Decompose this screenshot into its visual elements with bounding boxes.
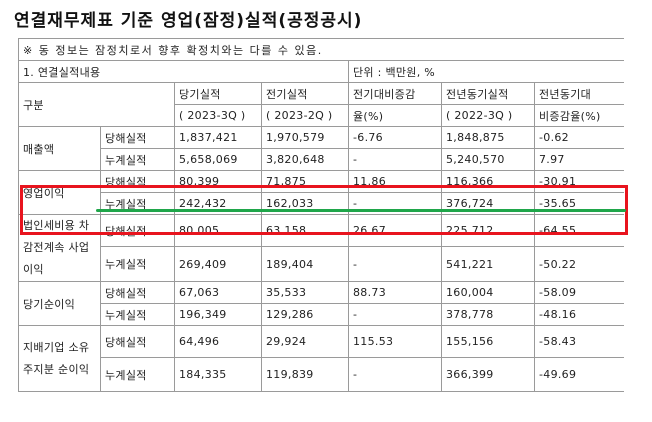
current-value: 1,837,421 [174,126,262,149]
sub-label-period: 당해실적 [100,170,175,193]
previous-value: 119,839 [261,357,349,392]
previous-value: 1,970,579 [261,126,349,149]
current-value: 242,432 [174,192,262,215]
qoq-value: - [348,303,442,326]
table-row: 지배기업 소유주지분 순이익 당해실적 64,496 29,924 115.53… [18,325,624,392]
qoq-value: 115.53 [348,325,442,358]
qoq-value: -6.76 [348,126,442,149]
yoy-value: -50.22 [533,246,624,282]
yoy-value: -35.65 [533,192,624,215]
table-row: 누계실적 196,349 129,286 - 378,778 -48.16 [19,303,624,326]
header-previous: 전기실적 [261,82,349,105]
header-prev-year-period: ( 2022-3Q ) [441,104,535,127]
table-row: 영업이익 당해실적 80,399 71,875 11.86 116,366 -3… [18,170,624,215]
header-prev-year: 전년동기실적 [441,82,535,105]
prev-year-value: 160,004 [441,281,535,304]
row-category: 당기순이익 [18,281,101,326]
qoq-value: 26.67 [348,213,442,248]
header-row-1: 구분 당기실적 전기실적 전기대비증감 전년동기실적 전년동기대 [18,82,624,127]
yoy-value: -30.91 [533,170,624,193]
yoy-value: -0.62 [533,126,624,149]
table-row: 누계실적 269,409 189,404 - 541,221 -50.22 [19,246,624,282]
table-row: 법인세비용 차감전계속 사업이익 당해실적 80,005 63,158 26.6… [18,213,624,282]
row-category: 영업이익 [18,170,101,215]
current-value: 64,496 [174,325,262,358]
current-value: 196,349 [174,303,262,326]
header-current: 당기실적 [174,82,262,105]
previous-value: 29,924 [261,325,349,358]
prev-year-value: 366,399 [441,357,535,392]
sub-label-cumulative: 누계실적 [100,192,175,215]
section-label: 1. 연결실적내용 [18,60,349,83]
section-row: 1. 연결실적내용 단위 : 백만원, % [18,60,624,83]
prev-year-value: 225,712 [441,213,535,248]
table-row: 누계실적 5,658,069 3,820,648 - 5,240,570 7.9… [19,148,624,171]
prev-year-value: 116,366 [441,170,535,193]
current-value: 80,005 [174,213,262,248]
yoy-value: -49.69 [533,357,624,392]
current-value: 184,335 [174,357,262,392]
results-table: ※ 동 정보는 잠정치로서 향후 확정치와는 다를 수 있음. 1. 연결실적내… [18,38,624,392]
header-category: 구분 [18,82,175,127]
qoq-value: - [348,357,442,392]
previous-value: 35,533 [261,281,349,304]
unit-label: 단위 : 백만원, % [347,60,624,83]
yoy-value: -64.55 [533,213,624,248]
header-qoq: 전기대비증감 [348,82,442,105]
row-category: 매출액 [18,126,101,171]
qoq-value: 11.86 [348,170,442,193]
table-row: 누계실적 242,432 162,033 - 376,724 -35.65 [19,192,624,215]
qoq-value: 88.73 [348,281,442,304]
disclaimer-note: ※ 동 정보는 잠정치로서 향후 확정치와는 다를 수 있음. [18,38,624,61]
page-title: 연결재무제표 기준 영업(잠정)실적(공정공시) [14,11,363,31]
header-current-period: ( 2023-3Q ) [174,104,262,127]
header-previous-period: ( 2023-2Q ) [261,104,349,127]
previous-value: 129,286 [261,303,349,326]
row-category: 법인세비용 차감전계속 사업이익 [18,214,101,282]
sub-label-period: 당해실적 [100,281,175,304]
prev-year-value: 376,724 [441,192,535,215]
qoq-value: - [348,148,442,171]
header-row-2: ( 2023-3Q ) ( 2023-2Q ) 율(%) ( 2022-3Q )… [19,104,624,127]
qoq-value: - [348,192,442,215]
previous-value: 71,875 [261,170,349,193]
prev-year-value: 1,848,875 [441,126,535,149]
table-row: 매출액 당해실적 1,837,421 1,970,579 -6.76 1,848… [18,126,624,171]
table-row: 누계실적 184,335 119,839 - 366,399 -49.69 [19,357,624,392]
prev-year-value: 378,778 [441,303,535,326]
yoy-value: -58.43 [533,325,624,358]
yoy-value: -58.09 [533,281,624,304]
sub-label-period: 당해실적 [100,213,175,248]
current-value: 67,063 [174,281,262,304]
sub-label-period: 당해실적 [100,126,175,149]
table-row: 당기순이익 당해실적 67,063 35,533 88.73 160,004 -… [18,281,624,326]
yoy-value: 7.97 [533,148,624,171]
current-value: 80,399 [174,170,262,193]
prev-year-value: 5,240,570 [441,148,535,171]
previous-value: 189,404 [261,246,349,282]
header-yoy-unit: 비증감율(%) [533,104,624,127]
sub-label-cumulative: 누계실적 [100,246,175,282]
current-value: 269,409 [174,246,262,282]
qoq-value: - [348,246,442,282]
previous-value: 3,820,648 [261,148,349,171]
previous-value: 162,033 [261,192,349,215]
yoy-value: -48.16 [533,303,624,326]
sub-label-cumulative: 누계실적 [100,148,175,171]
sub-label-cumulative: 누계실적 [100,303,175,326]
row-category: 지배기업 소유주지분 순이익 [18,325,101,392]
note-row: ※ 동 정보는 잠정치로서 향후 확정치와는 다를 수 있음. [18,38,624,61]
prev-year-value: 155,156 [441,325,535,358]
sub-label-period: 당해실적 [100,325,175,358]
header-yoy: 전년동기대 [533,82,624,105]
previous-value: 63,158 [261,213,349,248]
prev-year-value: 541,221 [441,246,535,282]
sub-label-cumulative: 누계실적 [100,357,175,392]
current-value: 5,658,069 [174,148,262,171]
header-qoq-unit: 율(%) [348,104,442,127]
results-table-frame: ※ 동 정보는 잠정치로서 향후 확정치와는 다를 수 있음. 1. 연결실적내… [18,38,624,422]
